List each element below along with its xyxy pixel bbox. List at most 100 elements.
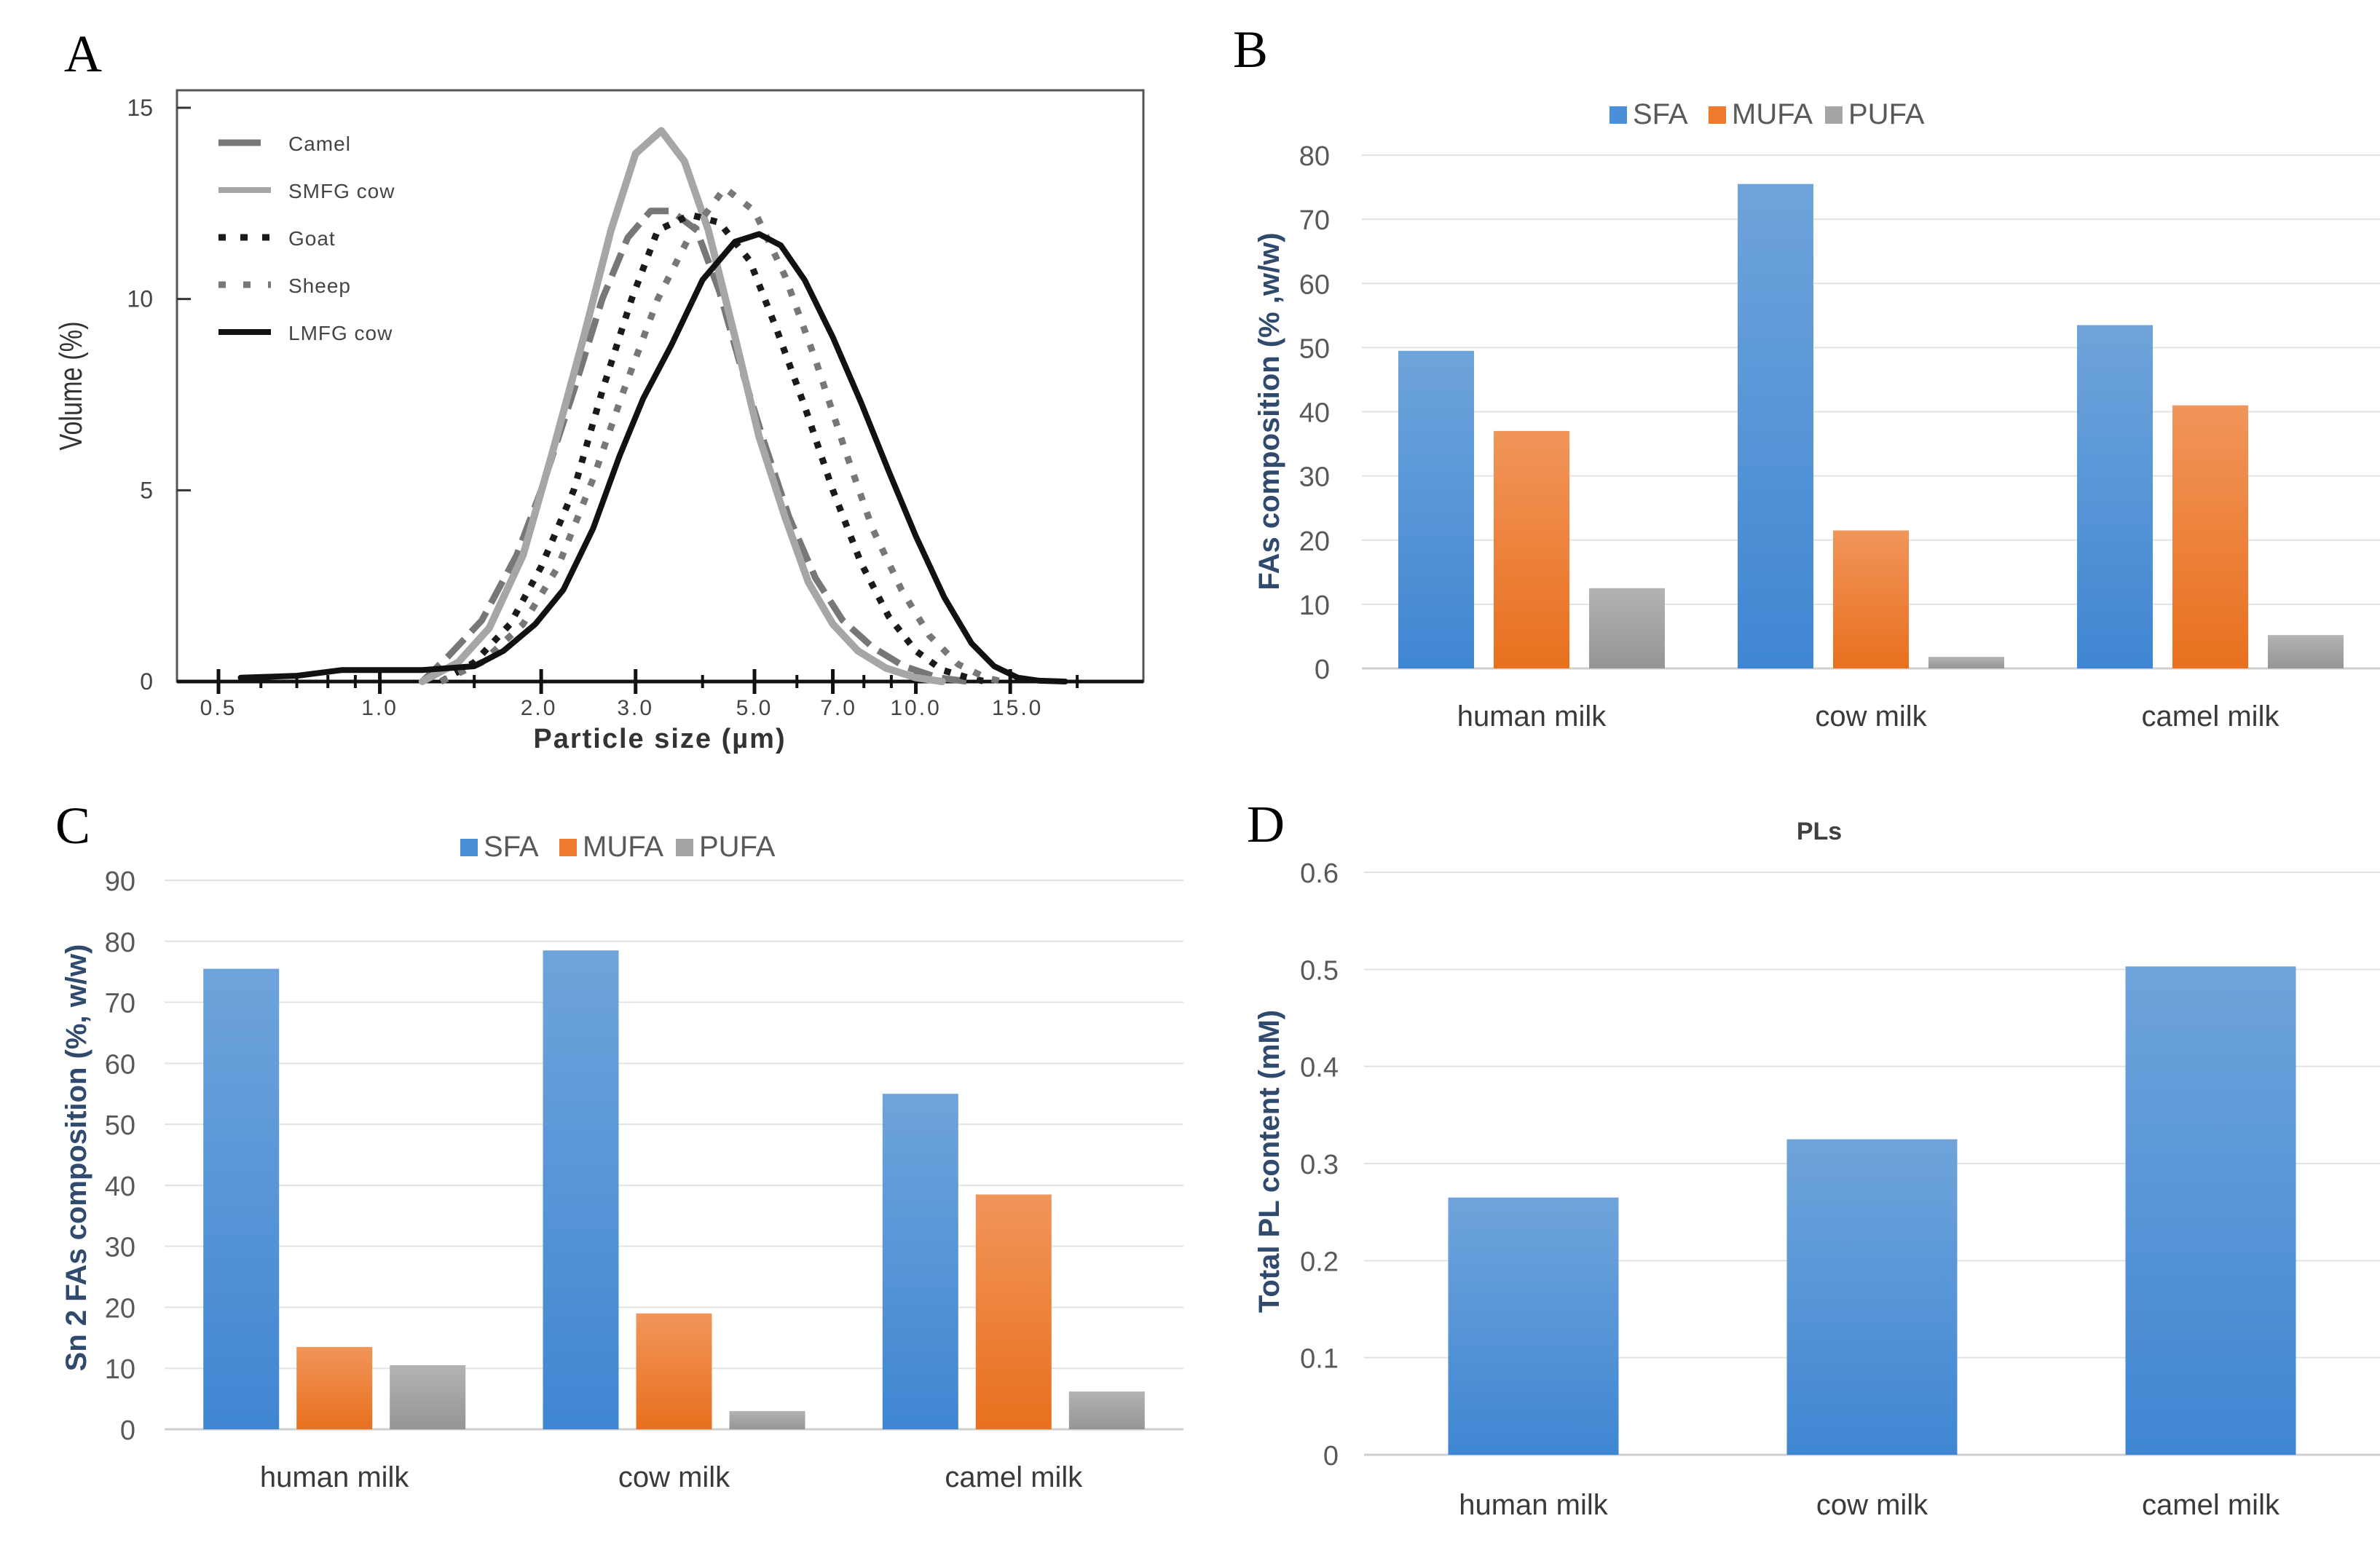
bar-human-milk-sfa	[203, 968, 280, 1429]
legend-swatch-sfa	[1609, 106, 1627, 124]
legend-label-lmfg-cow: LMFG cow	[288, 322, 393, 344]
panel-a-y-axis-title: Volume (%)	[53, 321, 89, 450]
category-label-cow-milk: cow milk	[1816, 1489, 1928, 1521]
bar-cow-milk-sfa	[1738, 183, 1813, 668]
bar-cow-milk-mufa	[1833, 530, 1909, 668]
y-tick-label: 50	[105, 1110, 135, 1141]
x-tick-label: 0.5	[200, 696, 237, 720]
x-tick-label: 2.0	[521, 696, 558, 720]
y-tick-label: 80	[1299, 141, 1330, 172]
bar-human-milk-pufa	[390, 1365, 466, 1429]
legend-label-sfa: SFA	[1633, 98, 1688, 130]
y-tick-label: 0.6	[1300, 858, 1339, 889]
panel-label-b: B	[1233, 20, 1268, 79]
category-label-human-milk: human milk	[260, 1461, 410, 1493]
panel-c-legend: SFA MUFA PUFA	[460, 831, 776, 863]
bar-human-milk-pufa	[1589, 588, 1665, 668]
bar-camel-milk-mufa	[975, 1194, 1052, 1429]
legend-label-camel: Camel	[288, 133, 351, 155]
y-tick-label: 0	[1323, 1441, 1339, 1472]
panel-b-bars	[1398, 183, 2344, 668]
y-tick-label: 40	[105, 1172, 135, 1202]
y-tick-label: 80	[105, 928, 135, 958]
legend-label-mufa: MUFA	[1732, 98, 1813, 130]
legend-label-sheep: Sheep	[288, 275, 351, 297]
series-line-goat	[439, 211, 987, 685]
category-label-camel-milk: camel milk	[2142, 1489, 2280, 1521]
y-tick-label: 60	[105, 1049, 135, 1080]
y-tick-label: 0.1	[1300, 1344, 1339, 1375]
bar-cow-milk-pufa	[729, 1410, 805, 1429]
legend-label-mufa: MUFA	[583, 831, 663, 863]
y-tick-label: 0.4	[1300, 1053, 1339, 1083]
legend-swatch-sfa	[460, 839, 478, 856]
legend-label-goat: Goat	[288, 227, 336, 250]
bar-cow-milk-pls	[1786, 1139, 1958, 1455]
legend-swatch-mufa	[559, 839, 577, 856]
panel-b-category-labels: human milk cow milk camel milk	[1457, 700, 2280, 732]
panel-c-y-axis-title: Sn 2 FAs composition (%, w/w)	[60, 944, 92, 1372]
category-label-camel-milk: camel milk	[2142, 700, 2280, 732]
bar-human-milk-pls	[1448, 1197, 1619, 1455]
y-tick-label: 90	[105, 866, 135, 897]
panel-a-x-axis-title: Particle size (µm)	[533, 724, 786, 754]
bar-cow-milk-mufa	[636, 1313, 712, 1429]
y-tick-label: 40	[1299, 398, 1330, 429]
x-tick-label: 5.0	[736, 696, 773, 720]
bar-camel-milk-mufa	[2172, 405, 2248, 668]
y-tick-label: 0.3	[1300, 1150, 1339, 1180]
y-tick-label: 10	[1299, 591, 1330, 621]
bar-camel-milk-pls	[2125, 966, 2296, 1455]
legend-swatch-pufa	[1825, 106, 1843, 124]
bar-cow-milk-pufa	[1928, 657, 2004, 668]
bar-camel-milk-sfa	[882, 1094, 958, 1429]
panel-c-bar-chart: 0 10 20 30 40 50 60 70 80 90 SFA MUFA PUFA human mi…	[60, 831, 1183, 1493]
y-tick-label: 20	[1299, 526, 1330, 557]
bar-camel-milk-pufa	[2268, 635, 2344, 668]
x-tick-label: 1.0	[361, 696, 398, 720]
y-tick-label: 0	[120, 1415, 135, 1446]
y-tick-label: 0.2	[1300, 1247, 1339, 1277]
category-label-cow-milk: cow milk	[1815, 700, 1927, 732]
category-label-human-milk: human milk	[1457, 700, 1607, 732]
panel-a-frame	[176, 89, 1145, 683]
y-tick-label: 70	[105, 989, 135, 1019]
legend-label-pufa: PUFA	[699, 831, 776, 863]
series-line-smfg-cow	[418, 127, 946, 685]
bar-human-milk-mufa	[1494, 430, 1569, 668]
x-tick-label: 7.0	[820, 696, 857, 720]
legend-label-pufa: PUFA	[1848, 98, 1925, 130]
panel-a-x-axis: 0.5 1.0 2.0 3.0 5.0 7.0 10.0 15.0	[177, 669, 1143, 720]
x-tick-label: 10.0	[890, 696, 941, 720]
panel-b-bar-chart: 0 10 20 30 40 50 60 70 80 SFA MUFA PUFA human milk…	[1253, 98, 2380, 732]
panel-d-title: PLs	[1797, 818, 1842, 845]
bar-camel-milk-sfa	[2077, 325, 2153, 668]
legend-swatch-pufa	[676, 839, 693, 856]
panel-label-a: A	[64, 25, 102, 83]
panel-b-legend: SFA MUFA PUFA	[1609, 98, 1925, 130]
y-tick-label: 0	[140, 668, 153, 695]
y-tick-label: 10	[105, 1354, 135, 1385]
panel-a-y-axis: 0 5 10 15	[127, 95, 191, 695]
panel-b-y-axis-title: FAs composition (% ,w/w)	[1253, 232, 1285, 590]
bar-camel-milk-pufa	[1068, 1391, 1145, 1429]
y-tick-label: 60	[1299, 269, 1330, 300]
y-tick-label: 10	[127, 286, 153, 312]
panel-d-bar-chart: 0 0.1 0.2 0.3 0.4 0.5 0.6 human milk cow milk ca…	[1253, 818, 2380, 1521]
y-tick-label: 5	[140, 477, 153, 503]
bar-human-milk-mufa	[296, 1346, 373, 1429]
bar-human-milk-sfa	[1398, 350, 1474, 668]
panel-label-d: D	[1247, 795, 1285, 853]
y-tick-label: 30	[1299, 462, 1330, 493]
category-label-human-milk: human milk	[1459, 1489, 1609, 1521]
y-tick-label: 70	[1299, 205, 1330, 236]
series-line-sheep	[439, 184, 1004, 685]
category-label-cow-milk: cow milk	[618, 1461, 730, 1493]
x-tick-label: 15.0	[992, 696, 1043, 720]
legend-label-smfg-cow: SMFG cow	[288, 180, 395, 202]
panel-label-c: C	[55, 797, 90, 855]
y-tick-label: 20	[105, 1293, 135, 1324]
series-line-camel	[419, 208, 969, 685]
